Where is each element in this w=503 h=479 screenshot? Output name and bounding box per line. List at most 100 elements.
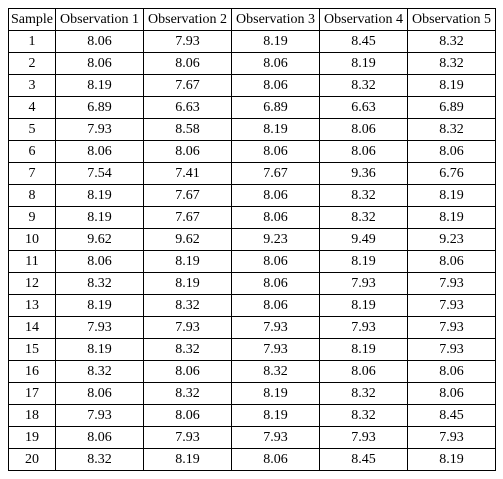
- observation-1-cell: 8.06: [55, 30, 144, 53]
- observation-5-cell: 7.93: [407, 338, 496, 361]
- observation-3-cell: 8.19: [231, 404, 320, 427]
- observation-3-cell: 8.06: [231, 206, 320, 229]
- observation-1-cell: 8.06: [55, 52, 144, 75]
- observation-1-cell: 8.19: [55, 74, 144, 97]
- sample-cell: 7: [8, 162, 56, 185]
- sample-cell: 6: [8, 140, 56, 163]
- table-row: 17 8.06 8.32 8.19 8.32 8.06: [8, 382, 496, 405]
- observation-2-cell: 7.67: [143, 206, 232, 229]
- observation-4-cell: 7.93: [319, 426, 408, 449]
- observation-2-cell: 8.06: [143, 52, 232, 75]
- observation-3-cell: 8.32: [231, 360, 320, 383]
- observation-4-cell: 7.93: [319, 316, 408, 339]
- sample-cell: 18: [8, 404, 56, 427]
- observation-2-cell: 8.06: [143, 140, 232, 163]
- observation-4-cell: 7.93: [319, 272, 408, 295]
- observation-1-cell: 7.54: [55, 162, 144, 185]
- observation-5-cell: 8.32: [407, 118, 496, 141]
- observation-2-cell: 7.93: [143, 316, 232, 339]
- observation-5-cell: 6.89: [407, 96, 496, 119]
- sample-cell: 9: [8, 206, 56, 229]
- header-observation-1: Observation 1: [55, 8, 144, 31]
- observation-1-cell: 7.93: [55, 404, 144, 427]
- observation-4-cell: 8.19: [319, 294, 408, 317]
- sample-cell: 10: [8, 228, 56, 251]
- observation-3-cell: 8.06: [231, 272, 320, 295]
- observation-3-cell: 8.06: [231, 74, 320, 97]
- observation-2-cell: 7.93: [143, 426, 232, 449]
- observation-5-cell: 8.06: [407, 382, 496, 405]
- header-observation-2: Observation 2: [143, 8, 232, 31]
- sample-cell: 14: [8, 316, 56, 339]
- table-row: 18 7.93 8.06 8.19 8.32 8.45: [8, 404, 496, 427]
- observation-1-cell: 7.93: [55, 316, 144, 339]
- header-observation-3: Observation 3: [231, 8, 320, 31]
- sample-cell: 16: [8, 360, 56, 383]
- sample-cell: 15: [8, 338, 56, 361]
- table-row: 20 8.32 8.19 8.06 8.45 8.19: [8, 448, 496, 471]
- sample-cell: 8: [8, 184, 56, 207]
- observation-3-cell: 6.89: [231, 96, 320, 119]
- table-container: Sample Observation 1 Observation 2 Obser…: [8, 8, 496, 471]
- observation-1-cell: 8.06: [55, 140, 144, 163]
- sample-cell: 5: [8, 118, 56, 141]
- observation-5-cell: 7.93: [407, 272, 496, 295]
- observation-5-cell: 8.19: [407, 184, 496, 207]
- sample-cell: 12: [8, 272, 56, 295]
- observation-3-cell: 8.19: [231, 118, 320, 141]
- observation-5-cell: 8.06: [407, 140, 496, 163]
- observation-3-cell: 7.93: [231, 426, 320, 449]
- observation-3-cell: 8.06: [231, 184, 320, 207]
- observation-1-cell: 8.06: [55, 426, 144, 449]
- observation-2-cell: 7.93: [143, 30, 232, 53]
- observation-4-cell: 8.19: [319, 338, 408, 361]
- observation-4-cell: 8.06: [319, 140, 408, 163]
- observation-1-cell: 8.19: [55, 338, 144, 361]
- observation-2-cell: 8.32: [143, 294, 232, 317]
- observation-2-cell: 8.19: [143, 448, 232, 471]
- observation-1-cell: 7.93: [55, 118, 144, 141]
- observation-2-cell: 9.62: [143, 228, 232, 251]
- observation-1-cell: 8.06: [55, 382, 144, 405]
- sample-cell: 13: [8, 294, 56, 317]
- observations-table: Sample Observation 1 Observation 2 Obser…: [8, 8, 496, 471]
- header-observation-4: Observation 4: [319, 8, 408, 31]
- table-row: 16 8.32 8.06 8.32 8.06 8.06: [8, 360, 496, 383]
- observation-3-cell: 8.06: [231, 140, 320, 163]
- observation-5-cell: 8.19: [407, 448, 496, 471]
- observation-2-cell: 8.32: [143, 338, 232, 361]
- observation-4-cell: 8.32: [319, 404, 408, 427]
- header-sample: Sample: [8, 8, 56, 31]
- observation-5-cell: 8.06: [407, 360, 496, 383]
- observation-2-cell: 7.41: [143, 162, 232, 185]
- sample-cell: 2: [8, 52, 56, 75]
- observation-4-cell: 8.32: [319, 74, 408, 97]
- observation-1-cell: 8.32: [55, 272, 144, 295]
- sample-cell: 1: [8, 30, 56, 53]
- table-row: 9 8.19 7.67 8.06 8.32 8.19: [8, 206, 496, 229]
- observation-4-cell: 8.19: [319, 52, 408, 75]
- table-body: 1 8.06 7.93 8.19 8.45 8.32 2 8.06 8.06 8.06 8.19 8.…: [8, 30, 496, 471]
- observation-2-cell: 7.67: [143, 184, 232, 207]
- table-row: 8 8.19 7.67 8.06 8.32 8.19: [8, 184, 496, 207]
- observation-2-cell: 8.19: [143, 250, 232, 273]
- observation-5-cell: 7.93: [407, 426, 496, 449]
- observation-4-cell: 8.06: [319, 118, 408, 141]
- observation-3-cell: 8.06: [231, 294, 320, 317]
- observation-4-cell: 8.19: [319, 250, 408, 273]
- observation-4-cell: 9.36: [319, 162, 408, 185]
- observation-4-cell: 8.32: [319, 206, 408, 229]
- observation-1-cell: 8.19: [55, 294, 144, 317]
- table-row: 7 7.54 7.41 7.67 9.36 6.76: [8, 162, 496, 185]
- table-row: 10 9.62 9.62 9.23 9.49 9.23: [8, 228, 496, 251]
- observation-1-cell: 9.62: [55, 228, 144, 251]
- table-row: 2 8.06 8.06 8.06 8.19 8.32: [8, 52, 496, 75]
- observation-5-cell: 6.76: [407, 162, 496, 185]
- observation-1-cell: 8.06: [55, 250, 144, 273]
- observation-3-cell: 8.06: [231, 250, 320, 273]
- observation-2-cell: 8.19: [143, 272, 232, 295]
- sample-cell: 19: [8, 426, 56, 449]
- observation-5-cell: 8.32: [407, 30, 496, 53]
- table-row: 13 8.19 8.32 8.06 8.19 7.93: [8, 294, 496, 317]
- observation-2-cell: 7.67: [143, 74, 232, 97]
